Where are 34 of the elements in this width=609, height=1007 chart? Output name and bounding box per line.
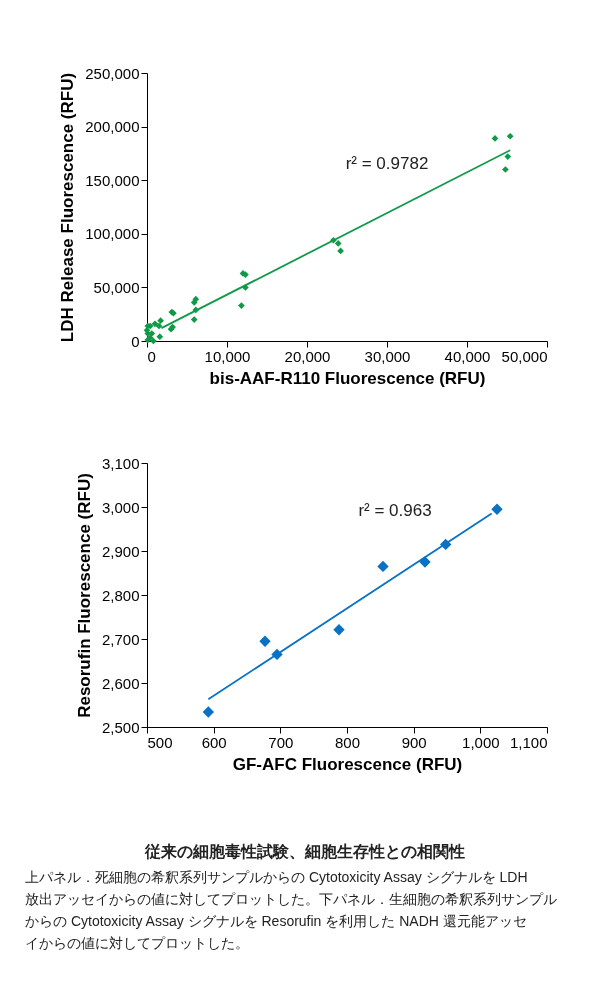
y-tick-label: 150,000 xyxy=(85,171,140,189)
x-tick-label: 1,000 xyxy=(462,733,500,751)
text: 従来の細胞毒性試験、細胞生存性との相関性 xyxy=(144,843,465,860)
x-tick-label: 900 xyxy=(401,733,427,751)
y-axis-title: LDH Release Fluorescence (RFU) xyxy=(58,72,78,343)
y-tick-label: 2,500 xyxy=(101,718,140,736)
y-tick-label: 250,000 xyxy=(85,64,140,82)
y-tick-label: 2,700 xyxy=(101,630,140,648)
y-tick-label: 200,000 xyxy=(85,118,140,136)
y-axis-title: Resorufin Fluorescence (RFU) xyxy=(74,473,94,718)
x-tick-label: 20,000 xyxy=(284,347,331,365)
y-tick-label: 3,000 xyxy=(101,498,140,516)
y-tick-label: 2,800 xyxy=(101,586,140,604)
x-tick-label: 40,000 xyxy=(444,347,491,365)
x-tick-label: 800 xyxy=(334,733,361,751)
x-tick-label: 600 xyxy=(201,733,227,751)
y-tick-label: 0 xyxy=(131,332,140,350)
x-tick-label: 0 xyxy=(147,347,156,365)
x-tick-label: 10,000 xyxy=(204,347,251,365)
y-tick-label: 2,600 xyxy=(101,674,140,692)
x-tick-label: 1,100 xyxy=(509,733,548,751)
y-tick-label: 2,900 xyxy=(101,542,140,560)
x-tick-label: 700 xyxy=(268,733,294,751)
y-tick-label: 50,000 xyxy=(93,278,140,296)
y-tick-label: 3,100 xyxy=(101,454,140,472)
annotation: r² = 0.9782 xyxy=(345,154,429,174)
x-tick-label: 30,000 xyxy=(364,347,411,365)
x-axis-title: GF-AFC Fluorescence (RFU) xyxy=(232,754,463,774)
x-tick-label: 500 xyxy=(147,733,173,751)
text: 上パネル．死細胞の希釈系列サンプルからの Cytotoxicity Assay シグナルを LDH 放出アッセイからの値に対してプロットした。下パネル．生細胞の希釈系列サンプルからの Cytotoxicity Assay シグナルを Resorufin を利用した NADH 還元能アッセイからの値に対してプロットした。 xyxy=(25,869,557,951)
x-axis-title: bis-AAF-R110 Fluorescence (RFU) xyxy=(209,368,486,388)
y-tick-label: 100,000 xyxy=(85,225,140,243)
annotation: r² = 0.963 xyxy=(358,500,432,520)
x-tick-label: 50,000 xyxy=(501,347,548,365)
